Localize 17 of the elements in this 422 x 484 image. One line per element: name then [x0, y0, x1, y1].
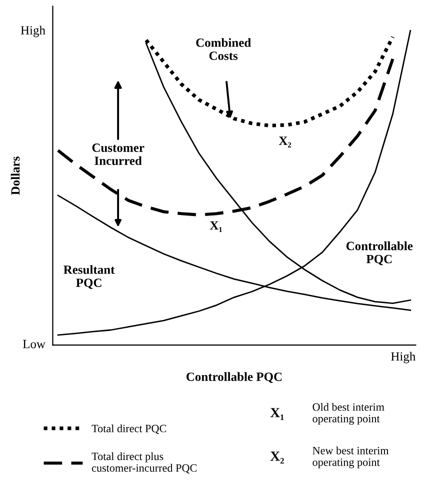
text: X₁ [270, 408, 284, 420]
annotation: Resultant PQC [64, 265, 115, 289]
annotation: X₁ [210, 221, 222, 232]
text: High [391, 352, 416, 364]
text: X₂ [270, 452, 284, 464]
annotation: Controllable PQC [346, 241, 413, 266]
legend-label: Total direct plus customer-incurred PQC [92, 452, 197, 474]
text: Old best interim operating point [312, 402, 384, 425]
x-axis-title: Controllable PQC [186, 372, 282, 383]
text: New best interim operating point [312, 446, 389, 468]
text: Low [22, 340, 46, 348]
y-axis-title: Dollars [10, 156, 20, 195]
annotation: Customer Incurred [92, 144, 144, 166]
annotation: X₂ [278, 136, 292, 148]
annotation: Combined Costs [196, 38, 251, 60]
legend-label: Total direct PQC [92, 424, 166, 434]
text: High [20, 26, 46, 38]
